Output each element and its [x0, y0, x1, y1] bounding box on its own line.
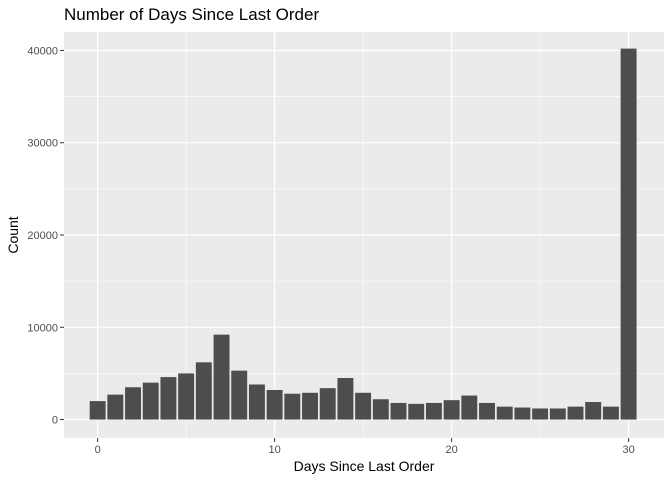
y-axis-title: Count — [5, 216, 21, 253]
bar-day-15 — [355, 392, 372, 420]
y-tick-label: 10000 — [27, 322, 58, 334]
y-tick-label: 40000 — [27, 45, 58, 57]
x-axis-ticks: 0 10 20 30 — [95, 438, 635, 456]
chart-title: Number of Days Since Last Order — [64, 5, 319, 24]
y-axis-ticks: 0 10000 20000 30000 40000 — [27, 45, 64, 427]
bar-day-12 — [302, 392, 318, 420]
bar-day-24 — [514, 407, 531, 420]
bar-day-11 — [284, 393, 301, 420]
bar-day-17 — [390, 402, 407, 420]
x-tick-label: 10 — [268, 444, 280, 456]
bar-day-28 — [585, 402, 602, 420]
bar-day-8 — [231, 370, 248, 420]
bar-day-20 — [443, 400, 460, 420]
y-tick-label: 0 — [52, 415, 58, 427]
x-tick-label: 0 — [95, 444, 101, 456]
bar-day-21 — [461, 395, 478, 420]
bar-day-26 — [549, 408, 566, 420]
bar-day-0 — [89, 401, 106, 420]
x-axis-title: Days Since Last Order — [294, 458, 435, 474]
bar-day-22 — [479, 402, 495, 420]
bar-day-14 — [337, 378, 354, 420]
bar-day-13 — [319, 388, 336, 420]
bar-day-16 — [372, 399, 389, 420]
y-tick-label: 20000 — [27, 230, 58, 242]
bar-day-7 — [213, 334, 230, 420]
bar-day-2 — [125, 387, 141, 420]
bar-day-3 — [142, 382, 159, 420]
bar-day-27 — [567, 406, 584, 420]
bar-day-23 — [496, 406, 513, 420]
bar-day-30 — [620, 48, 637, 420]
bar-day-4 — [160, 377, 177, 420]
bar-day-5 — [178, 373, 195, 420]
bars — [89, 48, 637, 420]
bar-day-1 — [107, 394, 124, 420]
y-tick-label: 30000 — [27, 138, 58, 150]
bar-day-25 — [532, 408, 549, 420]
x-tick-label: 20 — [445, 444, 457, 456]
bar-day-29 — [602, 406, 619, 420]
bar-day-19 — [425, 402, 442, 420]
x-tick-label: 30 — [622, 444, 634, 456]
bar-day-6 — [195, 362, 212, 420]
bar-day-9 — [248, 384, 265, 420]
bar-day-18 — [408, 403, 425, 420]
bar-day-10 — [266, 390, 283, 420]
